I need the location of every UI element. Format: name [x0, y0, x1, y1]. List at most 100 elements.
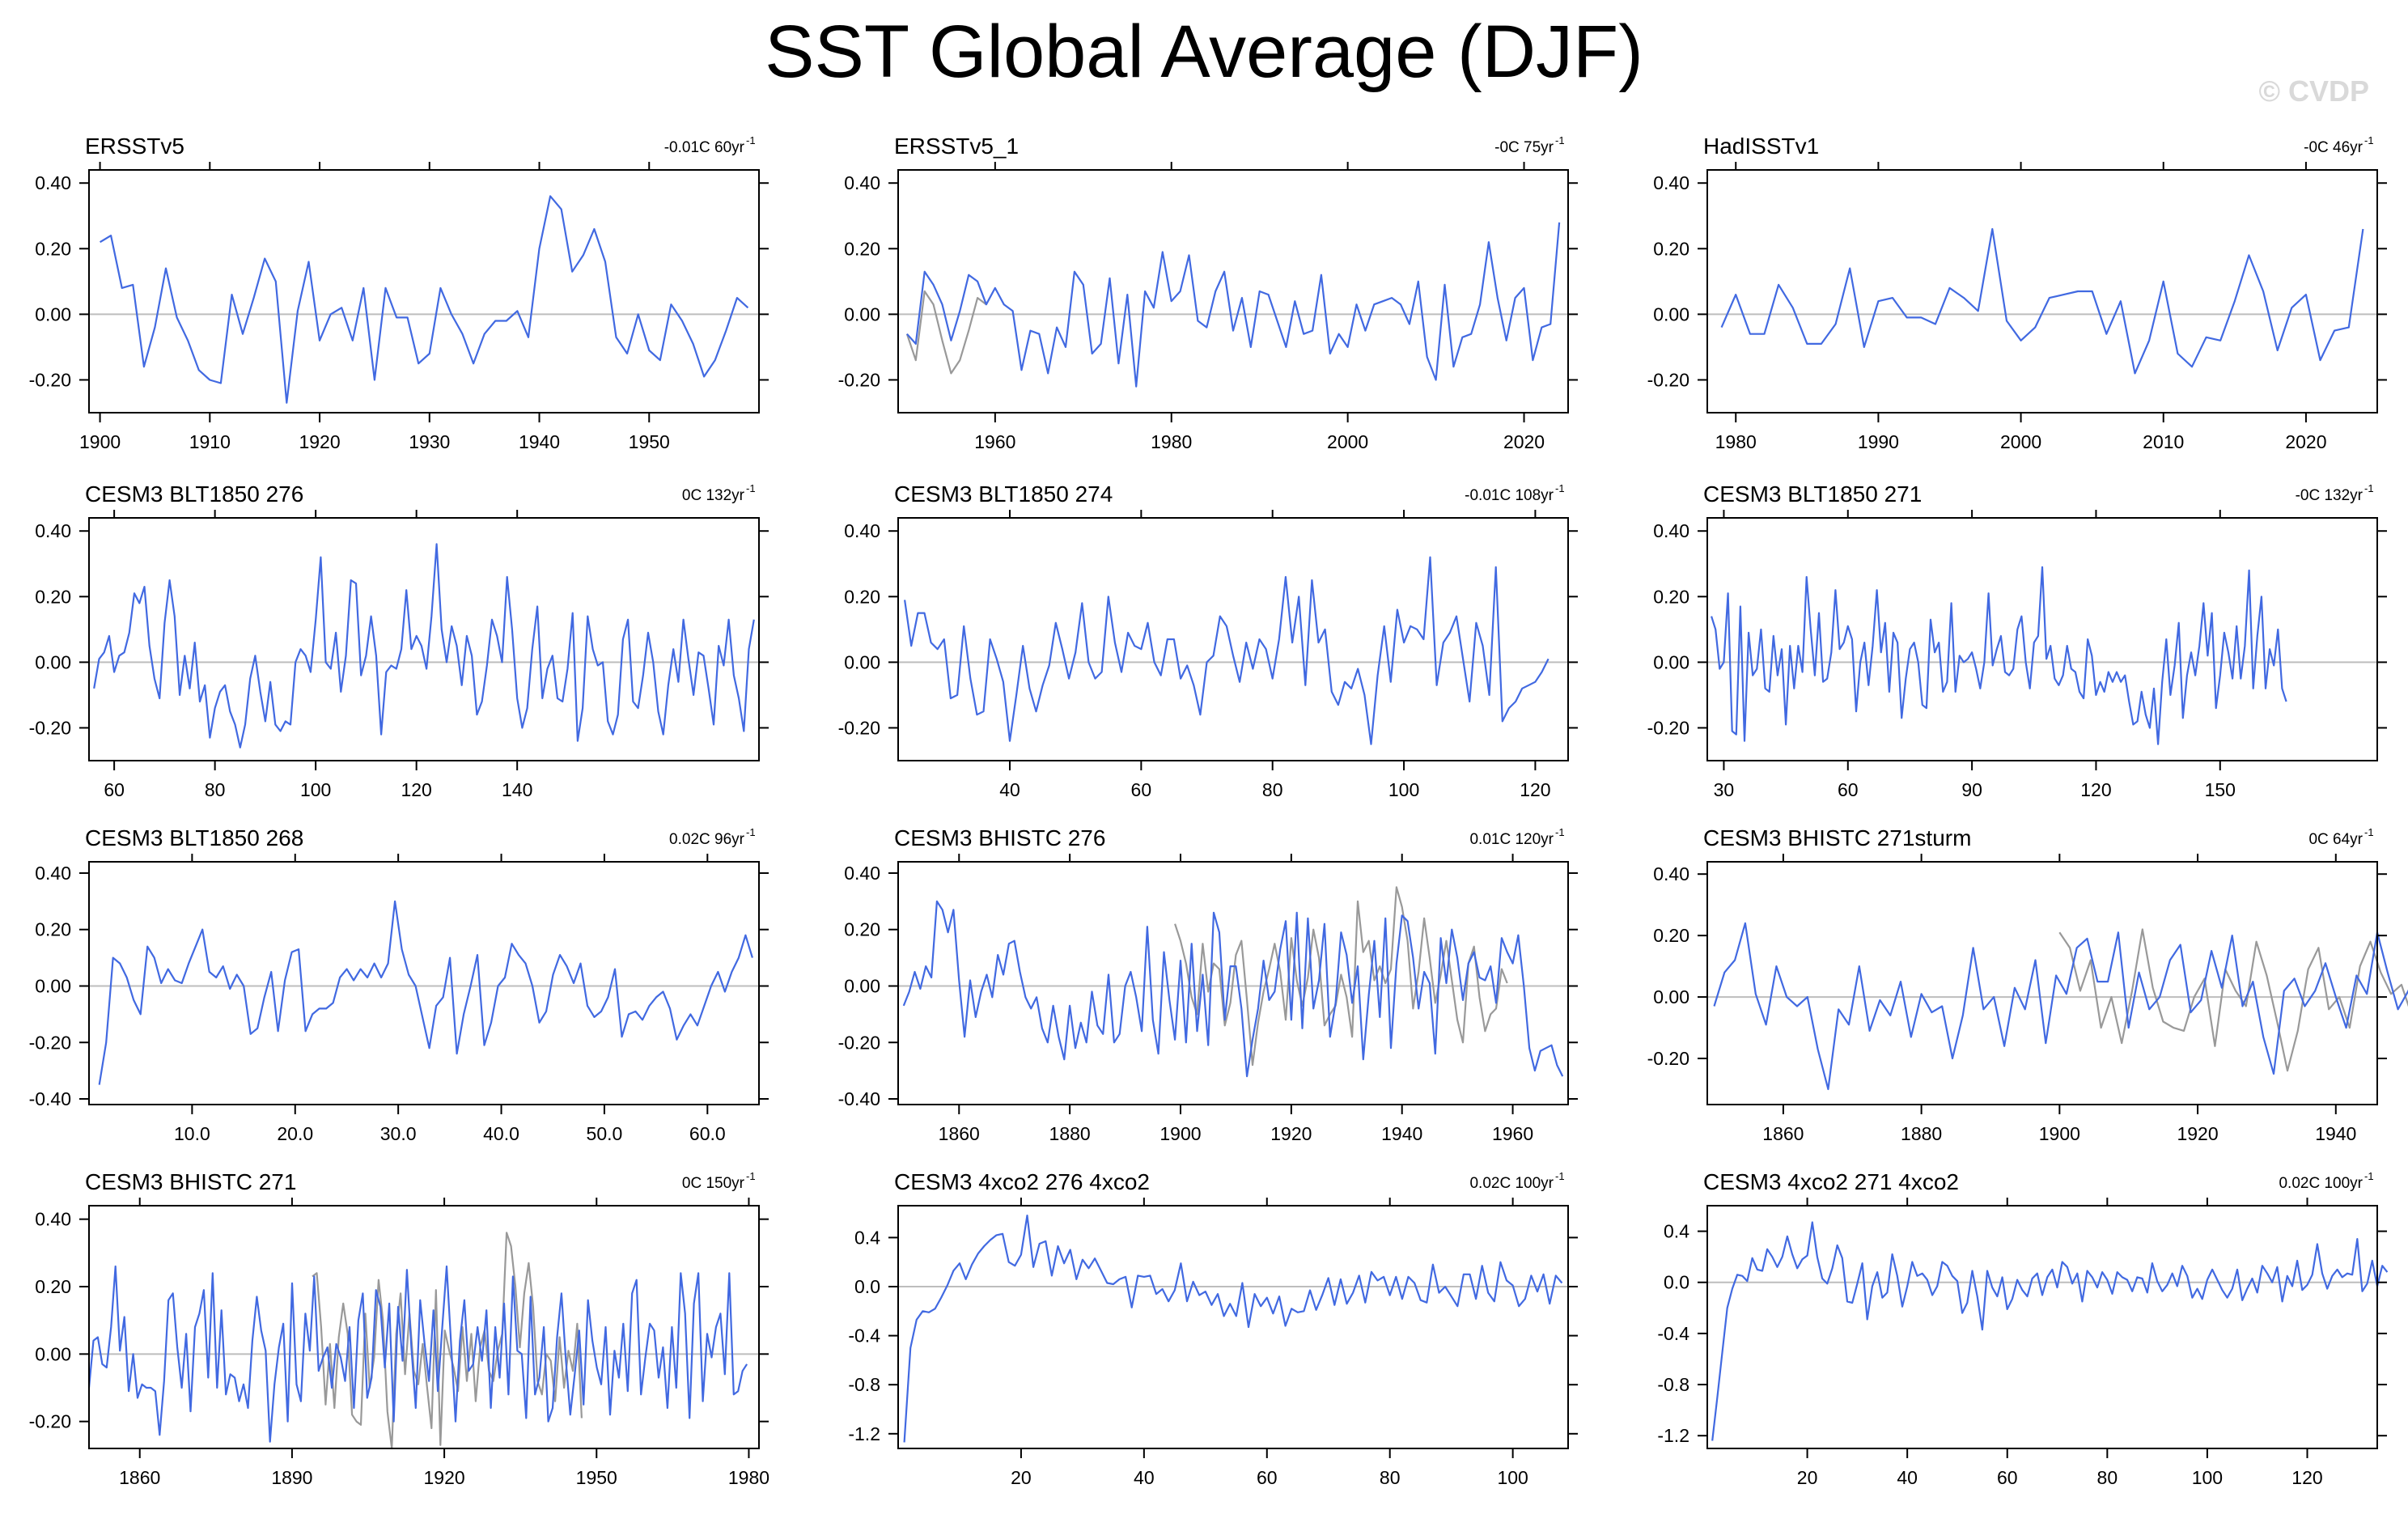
- panel-trend: 0.01C 120yr: [1469, 831, 1554, 848]
- y-tick-label: 0.40: [1653, 172, 1689, 193]
- panel-trend-exponent: -1: [2364, 482, 2374, 494]
- x-tick-label: 80: [2097, 1467, 2118, 1488]
- y-tick-label: -0.20: [838, 369, 880, 390]
- x-tick-label: 100: [1497, 1467, 1528, 1488]
- x-tick-label: 60: [1838, 779, 1859, 800]
- y-tick-label: 0.40: [844, 172, 880, 193]
- x-tick-label: 100: [1388, 779, 1419, 800]
- x-tick-label: 1980: [1151, 431, 1192, 452]
- x-tick-label: 1960: [974, 431, 1015, 452]
- panel-title: CESM3 BHISTC 271: [85, 1169, 296, 1194]
- plot-frame: [897, 169, 1569, 413]
- x-tick-label: 80: [1262, 779, 1283, 800]
- x-tick-label: 50.0: [587, 1123, 623, 1144]
- chart-panel: -1.2 -0.8 -0.4 0.0 0.4 20 40 60 80 100 CESM3 4xco2…: [848, 1169, 1578, 1488]
- y-tick-label: -0.20: [1647, 1048, 1689, 1069]
- plot-frame: [88, 517, 760, 761]
- y-tick-label: 0.4: [854, 1227, 880, 1248]
- page-title: SST Global Average (DJF): [765, 11, 1643, 93]
- panel-trend: 0C 150yr: [682, 1175, 745, 1192]
- y-tick-label: 0.40: [844, 863, 880, 884]
- y-tick-label: -0.4: [848, 1325, 880, 1346]
- series-line: [904, 556, 1550, 745]
- panel-trend: 0.02C 100yr: [1469, 1175, 1554, 1192]
- panel-title: CESM3 BLT1850 271: [1703, 481, 1922, 507]
- x-tick-label: 40: [1134, 1467, 1155, 1488]
- x-tick-label: 100: [2192, 1467, 2223, 1488]
- panel-trend: 0.02C 100yr: [2279, 1175, 2363, 1192]
- y-tick-label: -0.4: [1657, 1323, 1689, 1344]
- y-tick-label: 0.20: [35, 1276, 71, 1297]
- x-tick-label: 90: [1961, 779, 1982, 800]
- x-tick-label: 1950: [629, 431, 670, 452]
- panel-title: CESM3 BLT1850 276: [85, 481, 303, 507]
- x-tick-label: 1880: [1901, 1123, 1942, 1144]
- plot-frame: [1706, 1205, 2378, 1449]
- x-tick-label: 1990: [1858, 431, 1899, 452]
- chart-panel: -0.20 0.00 0.20 0.40 1860 1880 1900 1920 1940 CES…: [1647, 825, 2408, 1144]
- x-tick-label: 1920: [1270, 1123, 1312, 1144]
- x-tick-label: 1960: [1492, 1123, 1533, 1144]
- y-tick-label: 0.20: [35, 586, 71, 607]
- y-tick-label: 0.00: [844, 651, 880, 672]
- chart-panel: -0.40 -0.20 0.00 0.20 0.40 1860 1880 1900 1920 19…: [838, 825, 1578, 1144]
- panel-trend-exponent: -1: [746, 826, 756, 838]
- y-tick-label: 0.00: [1653, 303, 1689, 324]
- x-tick-label: 1940: [519, 431, 560, 452]
- x-tick-label: 140: [502, 779, 532, 800]
- y-tick-label: 0.40: [844, 520, 880, 541]
- plot-frame: [88, 861, 760, 1105]
- x-tick-label: 40.0: [483, 1123, 519, 1144]
- series-line: [87, 1265, 748, 1443]
- panel-trend-exponent: -1: [2364, 134, 2374, 146]
- panel-trend-exponent: -1: [2364, 1170, 2374, 1182]
- x-tick-label: 80: [1380, 1467, 1401, 1488]
- x-tick-label: 1950: [576, 1467, 617, 1488]
- series-line: [903, 1214, 1563, 1443]
- panel-trend: -0.01C 60yr: [664, 139, 745, 156]
- y-tick-label: -0.20: [1647, 369, 1689, 390]
- x-tick-label: 150: [2205, 779, 2236, 800]
- y-tick-label: 0.40: [35, 1209, 71, 1230]
- watermark: © CVDP: [2258, 74, 2369, 108]
- x-tick-label: 20: [1011, 1467, 1032, 1488]
- x-tick-label: 10.0: [174, 1123, 210, 1144]
- y-tick-label: 0.20: [844, 238, 880, 259]
- x-tick-label: 120: [2080, 779, 2111, 800]
- series-line: [1720, 227, 2364, 375]
- y-tick-label: 0.0: [1664, 1272, 1689, 1293]
- panel-trend: -0C 46yr: [2304, 139, 2363, 156]
- chart-panel: -0.20 0.00 0.20 0.40 40 60 80 100 120 CESM3 BLT18…: [838, 481, 1578, 800]
- x-tick-label: 20: [1797, 1467, 1818, 1488]
- x-tick-label: 100: [300, 779, 331, 800]
- plot-frame: [897, 1205, 1569, 1449]
- y-tick-label: 0.40: [1653, 520, 1689, 541]
- y-tick-label: -0.20: [838, 1032, 880, 1053]
- panel-title: ERSSTv5: [85, 134, 184, 159]
- x-tick-label: 1880: [1049, 1123, 1091, 1144]
- x-tick-label: 60.0: [689, 1123, 726, 1144]
- y-tick-label: 0.20: [1653, 238, 1689, 259]
- x-tick-label: 120: [2291, 1467, 2322, 1488]
- x-tick-label: 1910: [189, 431, 231, 452]
- x-tick-label: 40: [999, 779, 1020, 800]
- chart-panel: -0.20 0.00 0.20 0.40 30 60 90 120 150 CESM3 BLT18…: [1647, 481, 2387, 800]
- series-line-secondary: [2058, 928, 2408, 1072]
- x-tick-label: 1980: [1715, 431, 1757, 452]
- x-tick-label: 2020: [1503, 431, 1545, 452]
- series-line-secondary: [312, 1232, 583, 1450]
- x-tick-label: 1920: [424, 1467, 465, 1488]
- x-tick-label: 1900: [2039, 1123, 2080, 1144]
- panel-trend: -0C 132yr: [2296, 487, 2363, 504]
- y-tick-label: 0.20: [1653, 925, 1689, 946]
- panel-trend: 0C 64yr: [2308, 831, 2363, 848]
- plot-frame: [1706, 169, 2378, 413]
- y-tick-label: 0.40: [1653, 863, 1689, 884]
- panel-trend-exponent: -1: [746, 1170, 756, 1182]
- plot-frame: [88, 169, 760, 413]
- x-tick-label: 2000: [1327, 431, 1368, 452]
- panel-trend: 0.02C 96yr: [669, 831, 745, 848]
- chart-panel: -0.20 0.00 0.20 0.40 60 80 100 120 140 CESM3 BLT1…: [29, 481, 769, 800]
- plot-frame: [88, 1205, 760, 1449]
- y-tick-label: -0.20: [29, 1032, 71, 1053]
